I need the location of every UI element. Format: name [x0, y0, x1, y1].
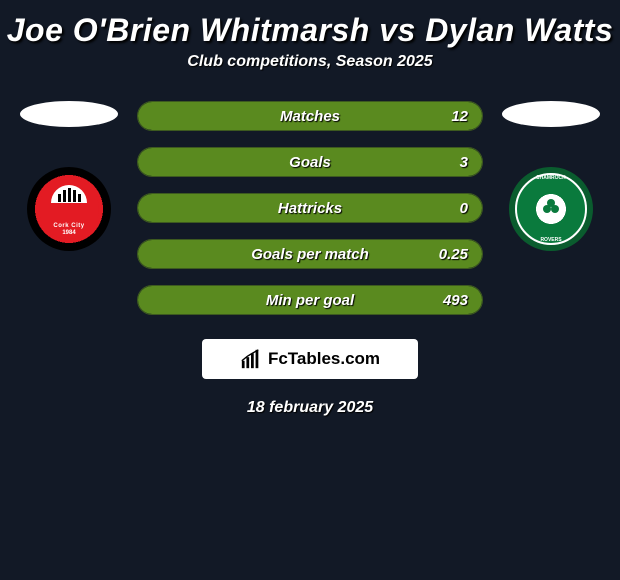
stat-row-min-per-goal: Min per goal 493 — [137, 285, 483, 315]
cork-city-crest-icon: Cork City 1984 — [39, 179, 99, 239]
right-club-badge: SHAMROCK ROVERS — [509, 167, 593, 251]
stat-value: 0.25 — [439, 246, 468, 263]
bar-chart-icon — [240, 348, 262, 370]
main-row: Cork City 1984 Matches 12 Goals 3 Hattri… — [0, 101, 620, 315]
stat-label: Min per goal — [266, 292, 354, 309]
comparison-card: Joe O'Brien Whitmarsh vs Dylan Watts Clu… — [0, 0, 620, 417]
stat-value: 493 — [443, 292, 468, 309]
left-club-badge: Cork City 1984 — [27, 167, 111, 251]
subtitle: Club competitions, Season 2025 — [0, 53, 620, 71]
stat-value: 12 — [451, 108, 468, 125]
brand-box: FcTables.com — [202, 339, 418, 379]
stat-label: Goals — [289, 154, 331, 171]
stat-row-hattricks: Hattricks 0 — [137, 193, 483, 223]
brand-text: FcTables.com — [268, 349, 380, 369]
date-text: 18 february 2025 — [0, 399, 620, 417]
stat-value: 3 — [460, 154, 468, 171]
stats-column: Matches 12 Goals 3 Hattricks 0 Goals per… — [137, 101, 483, 315]
left-player-ellipse — [20, 101, 118, 127]
stat-label: Hattricks — [278, 200, 342, 217]
left-side: Cork City 1984 — [19, 101, 119, 251]
shamrock-icon — [543, 201, 559, 217]
page-title: Joe O'Brien Whitmarsh vs Dylan Watts — [0, 0, 620, 53]
stat-label: Matches — [280, 108, 340, 125]
stat-label: Goals per match — [251, 246, 369, 263]
stat-row-matches: Matches 12 — [137, 101, 483, 131]
stat-row-goals: Goals 3 — [137, 147, 483, 177]
right-side: SHAMROCK ROVERS — [501, 101, 601, 251]
stat-row-goals-per-match: Goals per match 0.25 — [137, 239, 483, 269]
stat-value: 0 — [460, 200, 468, 217]
right-player-ellipse — [502, 101, 600, 127]
